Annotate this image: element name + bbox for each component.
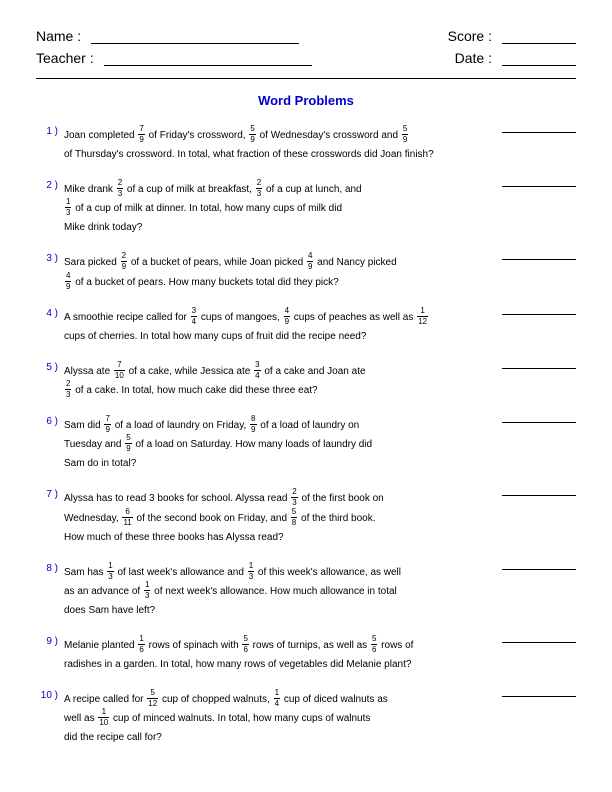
answer-input-line[interactable]: [502, 569, 576, 570]
name-input-line[interactable]: [91, 43, 299, 44]
answer-input-line[interactable]: [502, 495, 576, 496]
header-divider: [36, 78, 576, 79]
score-label: Score :: [448, 28, 492, 44]
problem-row: 8 )Sam has 13 of last week's allowance a…: [36, 559, 576, 620]
date-field: Date :: [455, 50, 576, 66]
worksheet-title: Word Problems: [36, 93, 576, 108]
fraction: 512: [147, 689, 158, 708]
problem-row: 1 )Joan completed 79 of Friday's crosswo…: [36, 122, 576, 164]
problems-container: 1 )Joan completed 79 of Friday's crosswo…: [36, 122, 576, 747]
name-label: Name :: [36, 28, 81, 44]
header-row-1: Name : Score :: [36, 28, 576, 44]
answer-input-line[interactable]: [502, 314, 576, 315]
problem-row: 5 )Alyssa ate 710 of a cake, while Jessi…: [36, 358, 576, 400]
problem-number: 3 ): [36, 249, 64, 264]
answer-input-line[interactable]: [502, 186, 576, 187]
fraction: 59: [402, 125, 408, 144]
fraction: 13: [144, 581, 150, 600]
problem-number: 1 ): [36, 122, 64, 137]
problem-number: 5 ): [36, 358, 64, 373]
problem-text: Alyssa has to read 3 books for school. A…: [64, 485, 502, 546]
fraction: 34: [191, 307, 197, 326]
fraction: 23: [65, 380, 71, 399]
date-input-line[interactable]: [502, 65, 576, 66]
problem-row: 7 )Alyssa has to read 3 books for school…: [36, 485, 576, 546]
fraction: 13: [65, 198, 71, 217]
fraction: 59: [249, 125, 255, 144]
teacher-field: Teacher :: [36, 50, 312, 66]
fraction: 89: [250, 415, 256, 434]
fraction: 110: [98, 708, 109, 727]
answer-input-line[interactable]: [502, 368, 576, 369]
fraction: 112: [417, 307, 428, 326]
fraction: 79: [138, 125, 144, 144]
fraction: 56: [371, 635, 377, 654]
header-row-2: Teacher : Date :: [36, 50, 576, 66]
problem-text: A recipe called for 512 cup of chopped w…: [64, 686, 502, 747]
problem-text: Melanie planted 16 rows of spinach with …: [64, 632, 502, 674]
fraction: 49: [307, 252, 313, 271]
problem-row: 10 )A recipe called for 512 cup of chopp…: [36, 686, 576, 747]
answer-input-line[interactable]: [502, 132, 576, 133]
problem-number: 7 ): [36, 485, 64, 500]
fraction: 58: [291, 508, 297, 527]
fraction: 23: [256, 179, 262, 198]
problem-text: Sara picked 29 of a bucket of pears, whi…: [64, 249, 502, 291]
problem-number: 10 ): [36, 686, 64, 701]
answer-input-line[interactable]: [502, 642, 576, 643]
fraction: 16: [138, 635, 144, 654]
problem-text: A smoothie recipe called for 34 cups of …: [64, 304, 502, 346]
problem-text: Sam has 13 of last week's allowance and …: [64, 559, 502, 620]
score-field: Score :: [448, 28, 576, 44]
fraction: 23: [117, 179, 123, 198]
teacher-input-line[interactable]: [104, 65, 312, 66]
problem-text: Sam did 79 of a load of laundry on Frida…: [64, 412, 502, 473]
fraction: 29: [121, 252, 127, 271]
fraction: 59: [125, 434, 131, 453]
fraction: 710: [114, 361, 125, 380]
fraction: 13: [107, 562, 113, 581]
fraction: 49: [65, 272, 71, 291]
problem-text: Joan completed 79 of Friday's crossword,…: [64, 122, 502, 164]
fraction: 23: [291, 488, 297, 507]
problem-row: 3 )Sara picked 29 of a bucket of pears, …: [36, 249, 576, 291]
fraction: 14: [274, 689, 280, 708]
problem-row: 2 )Mike drank 23 of a cup of milk at bre…: [36, 176, 576, 237]
fraction: 34: [254, 361, 260, 380]
date-label: Date :: [455, 50, 492, 66]
answer-input-line[interactable]: [502, 259, 576, 260]
answer-input-line[interactable]: [502, 696, 576, 697]
answer-input-line[interactable]: [502, 422, 576, 423]
problem-number: 8 ): [36, 559, 64, 574]
problem-text: Mike drank 23 of a cup of milk at breakf…: [64, 176, 502, 237]
problem-number: 9 ): [36, 632, 64, 647]
teacher-label: Teacher :: [36, 50, 94, 66]
score-input-line[interactable]: [502, 43, 576, 44]
name-field: Name :: [36, 28, 299, 44]
fraction: 49: [284, 307, 290, 326]
problem-row: 9 )Melanie planted 16 rows of spinach wi…: [36, 632, 576, 674]
problem-number: 2 ): [36, 176, 64, 191]
problem-number: 6 ): [36, 412, 64, 427]
problem-row: 4 )A smoothie recipe called for 34 cups …: [36, 304, 576, 346]
fraction: 13: [248, 562, 254, 581]
problem-row: 6 )Sam did 79 of a load of laundry on Fr…: [36, 412, 576, 473]
problem-text: Alyssa ate 710 of a cake, while Jessica …: [64, 358, 502, 400]
fraction: 611: [122, 508, 132, 527]
problem-number: 4 ): [36, 304, 64, 319]
fraction: 79: [104, 415, 110, 434]
fraction: 56: [242, 635, 248, 654]
